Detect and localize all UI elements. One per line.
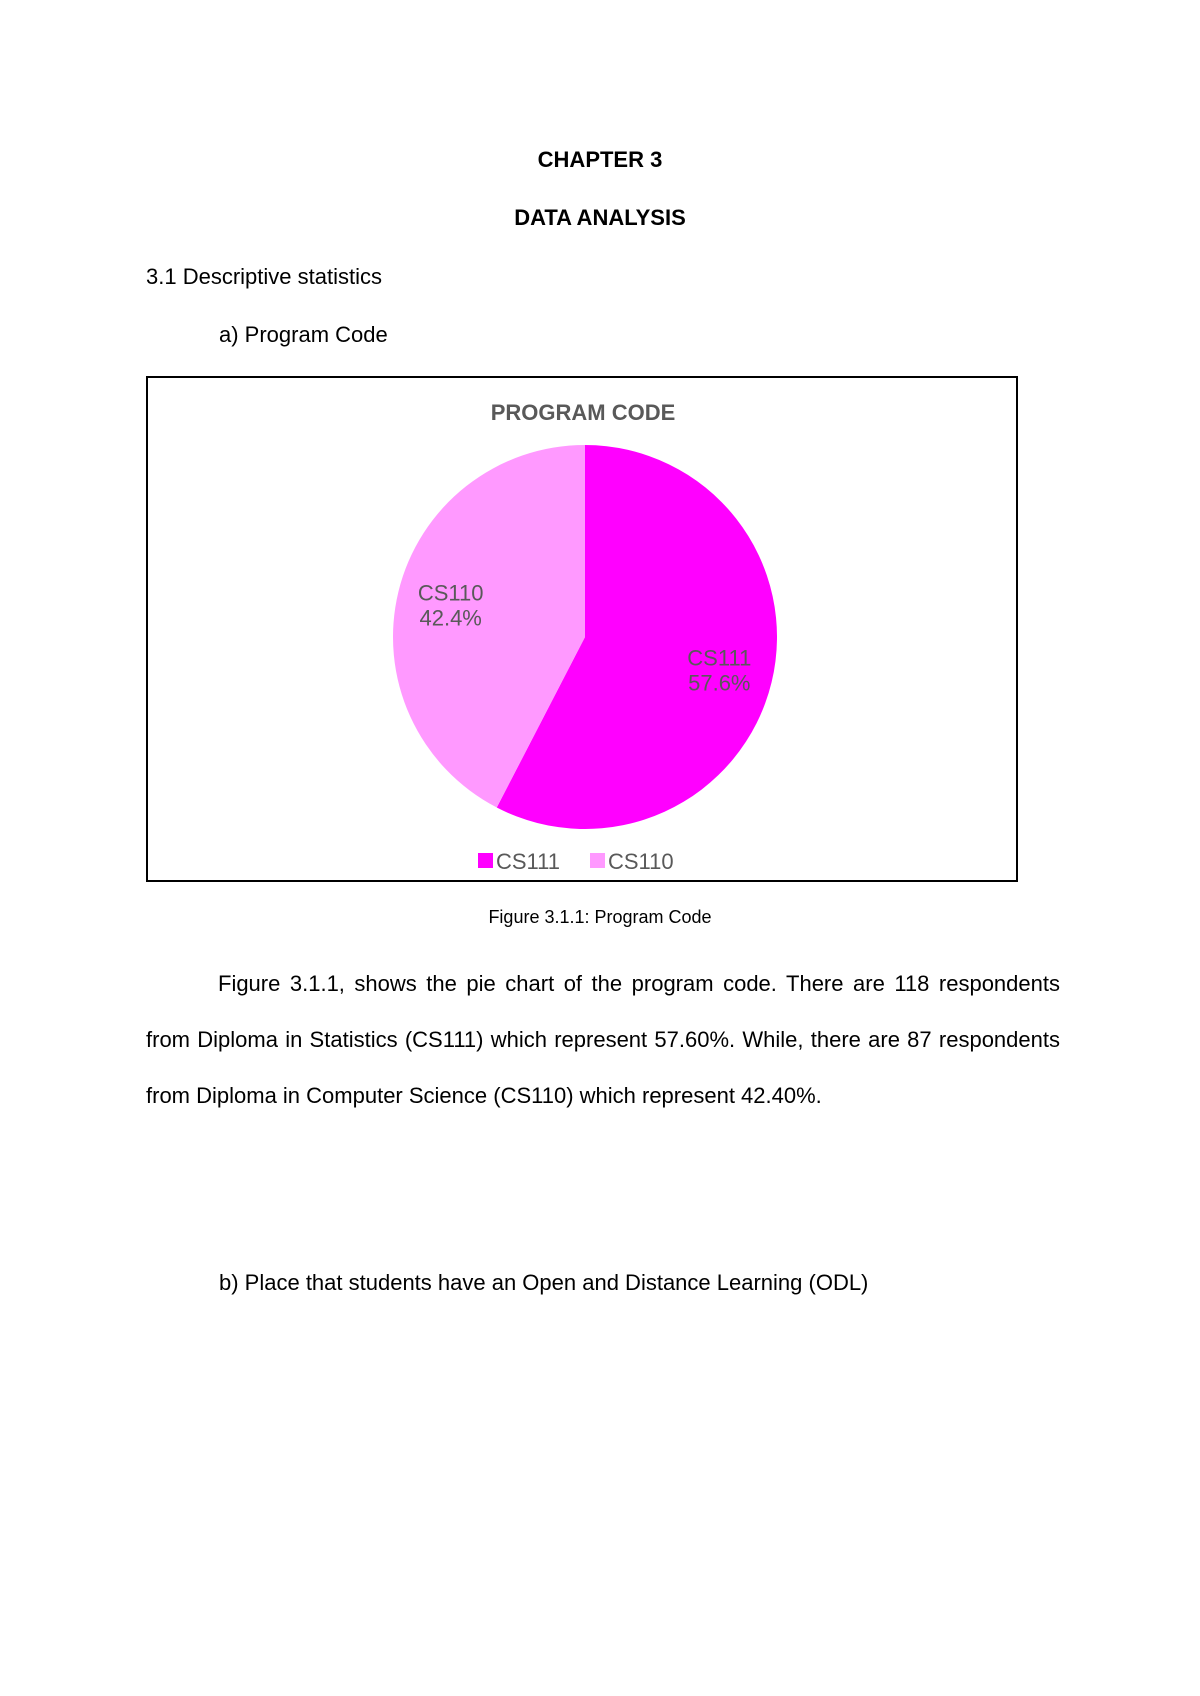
- chart-title: PROGRAM CODE: [491, 400, 676, 425]
- figure-caption: Figure 3.1.1: Program Code: [488, 907, 712, 927]
- legend-item-cs111: CS111: [478, 849, 560, 874]
- legend-label: CS110: [608, 849, 674, 874]
- legend-swatch: [590, 853, 605, 868]
- legend-swatch: [478, 853, 493, 868]
- data-label-cs110: CS110 42.4%: [418, 580, 484, 630]
- data-label-cs111: CS111 57.6%: [687, 646, 751, 696]
- chapter-heading: CHAPTER 3: [537, 147, 663, 172]
- legend-label: CS111: [496, 849, 560, 874]
- chapter-title: DATA ANALYSIS: [514, 205, 686, 230]
- body-paragraph: Figure 3.1.1, shows the pie chart of the…: [146, 956, 1060, 1124]
- chart-frame: PROGRAM CODE CS111 57.6% CS110 42.4% CS111 C…: [146, 376, 1018, 882]
- section-heading: 3.1 Descriptive statistics: [146, 264, 382, 289]
- pie-slice-cs110: [393, 445, 585, 808]
- pie-chart: PROGRAM CODE CS111 57.6% CS110 42.4% CS111 C…: [393, 400, 778, 874]
- subsection-a-heading: a) Program Code: [219, 322, 388, 347]
- pie-slice-cs111: [496, 445, 778, 829]
- subsection-b-heading: b) Place that students have an Open and …: [219, 1270, 869, 1295]
- legend-item-cs110: CS110: [590, 849, 674, 874]
- paragraph-text: Figure 3.1.1, shows the pie chart of the…: [146, 971, 1060, 1108]
